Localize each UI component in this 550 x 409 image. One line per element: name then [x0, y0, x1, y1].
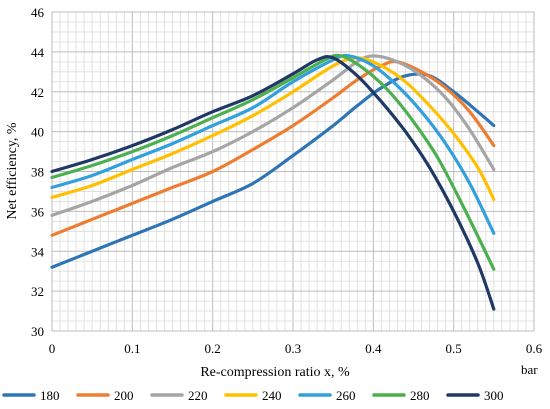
x-tick-label: 0.5 — [446, 341, 462, 356]
y-tick-label: 38 — [31, 165, 44, 180]
series-line-180 — [50, 72, 496, 269]
y-tick-label: 46 — [31, 5, 45, 20]
y-tick-label: 32 — [31, 284, 44, 299]
legend-label-260: 260 — [336, 388, 356, 403]
x-tick-label: 0.2 — [205, 341, 221, 356]
y-tick-label: 40 — [31, 125, 44, 140]
series-line-260 — [50, 53, 496, 235]
legend: 180 200 220 240 260 280 300 — [2, 388, 504, 403]
legend-unit-label: bar — [521, 362, 538, 377]
y-tick-label: 44 — [31, 45, 45, 60]
x-tick-label: 0.1 — [124, 341, 140, 356]
x-tick-label: 0.4 — [365, 341, 382, 356]
y-tick-labels: 30 32 34 36 38 40 42 44 46 — [31, 5, 45, 339]
series-line-300 — [50, 55, 496, 311]
legend-label-220: 220 — [188, 388, 208, 403]
series-line-280 — [50, 53, 496, 271]
y-tick-label: 36 — [31, 204, 45, 219]
x-tick-label: 0.6 — [526, 341, 543, 356]
legend-label-300: 300 — [484, 388, 504, 403]
y-axis-title: Net efficiency, % — [5, 122, 20, 220]
y-tick-label: 34 — [31, 244, 45, 259]
series-lines — [50, 53, 496, 311]
series-line-240 — [50, 56, 496, 201]
series-line-200 — [50, 59, 496, 237]
grid — [51, 11, 535, 332]
x-tick-labels: 0 0.1 0.2 0.3 0.4 0.5 0.6 — [49, 341, 543, 356]
y-tick-label: 42 — [31, 85, 44, 100]
y-tick-label: 30 — [31, 324, 44, 339]
legend-label-180: 180 — [40, 388, 60, 403]
x-tick-label: 0.3 — [285, 341, 301, 356]
legend-label-200: 200 — [114, 388, 134, 403]
series-line-220 — [50, 54, 496, 217]
legend-label-280: 280 — [410, 388, 430, 403]
x-tick-label: 0 — [49, 341, 56, 356]
x-axis-title: Re-compression ratio x, % — [200, 365, 350, 380]
legend-label-240: 240 — [262, 388, 282, 403]
